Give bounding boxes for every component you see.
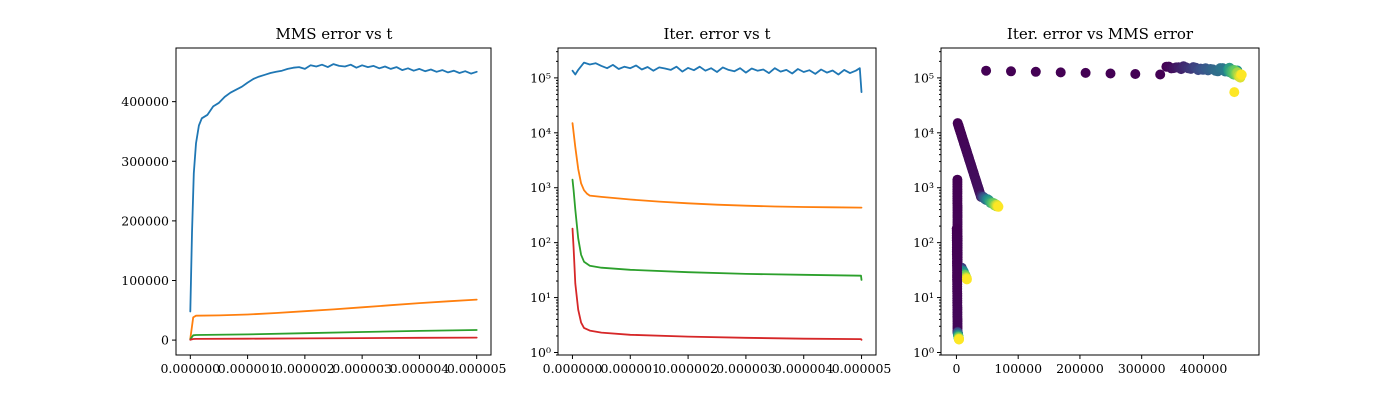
y-tick-label: 10⁰: [913, 345, 934, 360]
x-tick-label: 0.000001: [218, 361, 278, 376]
x-tick-label: 0.000000: [543, 361, 603, 376]
x-tick-label: 0.000001: [600, 361, 660, 376]
series-line-0: [189, 63, 478, 313]
series-line-3: [189, 336, 478, 341]
x-tick-label: 0.000004: [774, 361, 834, 376]
y-tick-label: 10³: [913, 180, 934, 195]
series-line-0: [571, 61, 863, 93]
x-tick-label: 100000: [994, 361, 1042, 376]
x-tick-label: 0.000003: [716, 361, 776, 376]
plot-area: [951, 61, 1247, 345]
scatter-point: [961, 274, 972, 285]
y-tick-label: 400000: [121, 94, 169, 109]
scatter-point: [1105, 68, 1116, 79]
scatter-point: [1130, 69, 1141, 79]
x-tick-label: 0.000005: [447, 361, 507, 376]
tick-layer: 0.0000000.0000010.0000020.0000030.000004…: [530, 51, 892, 376]
scatter-point: [1155, 69, 1166, 80]
series-line-2: [189, 329, 478, 341]
x-tick-label: 0.000002: [275, 361, 335, 376]
series-line-1: [571, 122, 863, 209]
scatter-point: [1055, 67, 1066, 78]
y-tick-label: 10⁴: [530, 125, 551, 140]
panel-mms-error-vs-t: MMS error vs t 0.0000000.0000010.0000020…: [121, 25, 506, 376]
chart-title: Iter. error vs t: [663, 25, 770, 43]
panel-iter-error-vs-mms-error: Iter. error vs MMS error 0 100000 200000 30…: [913, 25, 1260, 376]
panel-iter-error-vs-t: Iter. error vs t 0.0000000.0000010.00000…: [530, 25, 891, 376]
y-tick-label: 100000: [121, 273, 169, 288]
plot-area: [189, 63, 478, 341]
x-tick-label: 200000: [1056, 361, 1104, 376]
scatter-point: [1229, 87, 1240, 98]
x-tick-label: 0.000002: [658, 361, 718, 376]
scatter-point: [1236, 69, 1247, 80]
scatter-point: [1080, 67, 1091, 78]
y-tick-label: 0: [161, 333, 169, 348]
axes-frame: [175, 47, 492, 356]
tick-layer: 0 100000 200000 300000 400000 10⁰ 10¹ 10² 10³ 10⁴…: [913, 51, 1228, 376]
y-tick-label: 10¹: [530, 290, 551, 305]
x-tick-label: 400000: [1180, 361, 1228, 376]
y-tick-label: 200000: [121, 213, 169, 228]
plot-area: [571, 61, 863, 341]
axes-frame: [940, 47, 1260, 356]
scatter-point: [954, 334, 964, 345]
axes-frame: [557, 47, 877, 356]
x-tick-label: 0.000005: [832, 361, 892, 376]
y-tick-label: 10⁰: [530, 345, 551, 360]
y-tick-label: 300000: [121, 154, 169, 169]
scatter-point: [1006, 66, 1016, 77]
scatter-point: [993, 201, 1004, 212]
x-tick-label: 0.000000: [160, 361, 220, 376]
y-tick-label: 10²: [530, 235, 551, 250]
scatter-point: [981, 65, 992, 76]
y-tick-label: 10⁴: [913, 125, 934, 140]
series-line-3: [571, 227, 863, 341]
x-tick-label: 0.000004: [390, 361, 450, 376]
series-line-2: [571, 178, 863, 281]
y-tick-label: 10⁵: [530, 70, 551, 85]
x-tick-label: 0: [952, 361, 960, 376]
series-line-1: [189, 298, 478, 340]
scatter-point: [1030, 66, 1041, 77]
chart-title: Iter. error vs MMS error: [1007, 25, 1194, 43]
tick-layer: 0.0000000.0000010.0000020.0000030.000004…: [121, 94, 506, 376]
y-tick-label: 10⁵: [913, 70, 934, 85]
x-tick-label: 0.000003: [332, 361, 392, 376]
chart-title: MMS error vs t: [276, 25, 393, 43]
y-tick-label: 10¹: [913, 290, 934, 305]
y-tick-label: 10²: [913, 235, 934, 250]
x-tick-label: 300000: [1118, 361, 1166, 376]
y-tick-label: 10³: [530, 180, 551, 195]
